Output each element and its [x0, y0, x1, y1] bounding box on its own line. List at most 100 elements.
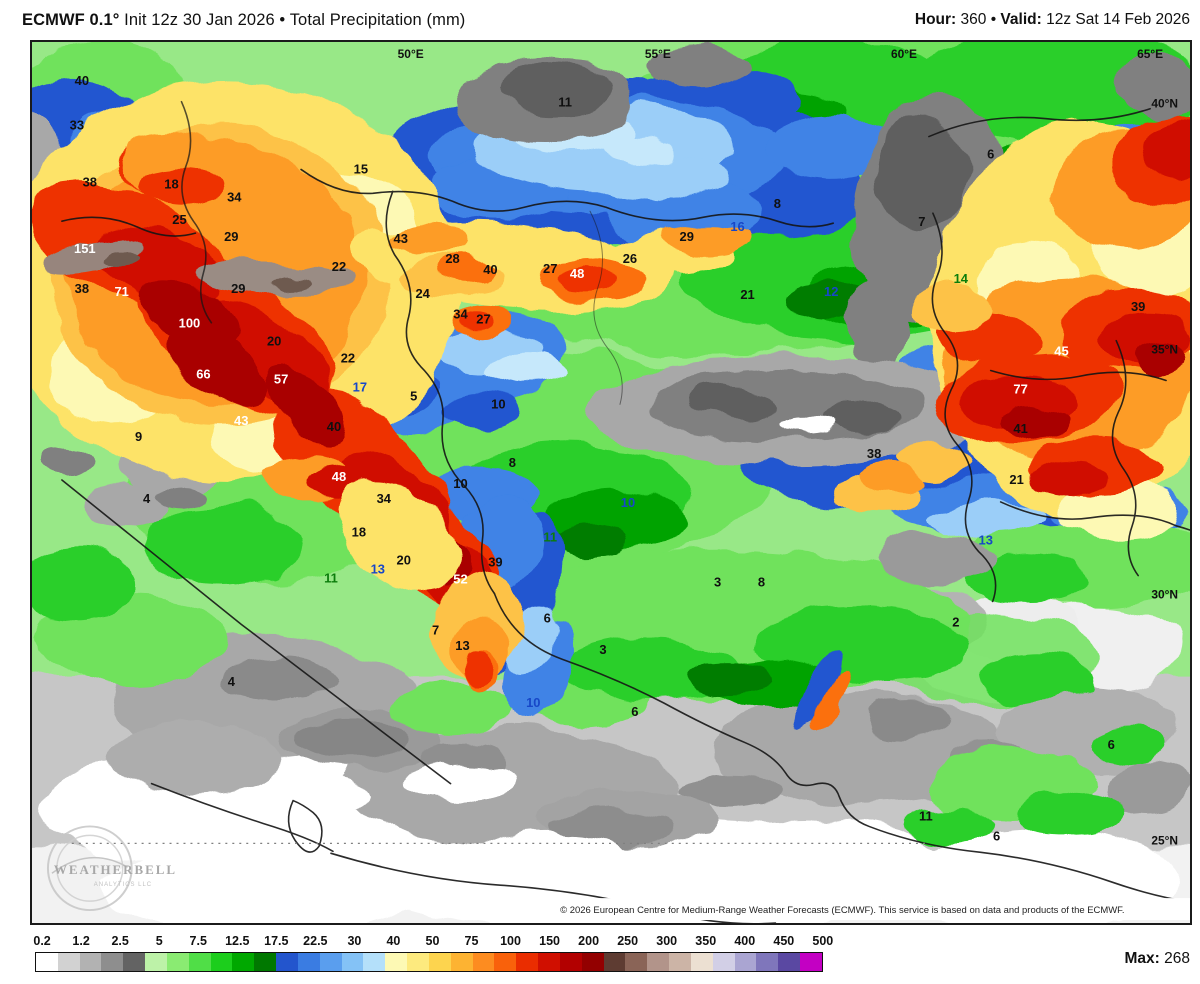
map-value-label: 34	[377, 491, 392, 506]
legend-tick: 500	[812, 934, 834, 948]
legend-color-segment	[581, 953, 604, 971]
map-value-label: 8	[774, 196, 781, 211]
legend-color-segment	[690, 953, 713, 971]
latitude-labels: 40°N 35°N 30°N 25°N	[1151, 97, 1178, 848]
logo-brand: WEATHERBELL	[54, 862, 177, 877]
legend-tick-labels: 0.2 1.2 2.5 5 7.5 12.5 17.5 22.5 30 40 50 75 100 150 2…	[33, 934, 833, 952]
legend-tick: 2.5	[111, 934, 129, 948]
legend-tick: 17.5	[264, 934, 289, 948]
legend-colorbar	[35, 952, 823, 972]
map-value-label: 11	[558, 95, 572, 110]
map-value-label: 8	[509, 455, 516, 470]
legend-color-segment	[341, 953, 364, 971]
title-detail: Init 12z 30 Jan 2026 • Total Precipitati…	[119, 10, 466, 29]
legend-color-segment	[188, 953, 211, 971]
legend-color-segment	[145, 953, 167, 971]
map-value-label: 45	[1054, 344, 1068, 359]
map-value-label: 41	[1013, 421, 1027, 436]
map-value-label: 10	[526, 695, 540, 710]
coordinate-label: 55°E	[645, 47, 671, 61]
precip-map-svg: 50°E 55°E 60°E 65°E 40°N35°N30°N25°N 40 3 3 38…	[32, 42, 1190, 923]
longitude-labels: 50°E 55°E 60°E 65°E	[398, 47, 1164, 61]
legend-color-segment	[625, 953, 648, 971]
legend-color-segment	[559, 953, 582, 971]
legend-tick: 150	[539, 934, 561, 948]
map-value-label: 3	[599, 642, 606, 657]
legend-bar-wrap: 0.2 1.2 2.5 5 7.5 12.5 17.5 22.5 30 40 50 75 100 150 2…	[33, 934, 833, 972]
legend-tick: 400	[734, 934, 756, 948]
map-value-label: 16	[730, 219, 744, 234]
legend-tick: 250	[617, 934, 639, 948]
map-value-label: 17	[353, 379, 367, 394]
map-value-label: 43	[234, 413, 248, 428]
legend-tick: 100	[500, 934, 521, 948]
model-name: ECMWF 0.1°	[22, 10, 120, 29]
legend-color-segment	[166, 953, 189, 971]
map-value-label: 4	[143, 491, 151, 506]
legend-color-segment	[538, 953, 560, 971]
logo-sub: ANALYTICS LLC	[94, 882, 152, 888]
map-value-label: 6	[1108, 737, 1115, 752]
legend-tick: 200	[578, 934, 600, 948]
map-value-label: 3	[714, 575, 721, 590]
map-value-label: 21	[740, 287, 754, 302]
hour-value: 360	[956, 11, 991, 28]
map-value-label: 11	[324, 571, 338, 586]
map-value-label: 39	[488, 555, 502, 570]
map-value-label: 22	[341, 351, 355, 366]
country-borders	[61, 100, 1190, 923]
legend-color-segment	[712, 953, 735, 971]
coordinate-label: 65°E	[1137, 47, 1163, 61]
legend-tick: 5	[155, 934, 163, 948]
header-bar: ECMWF 0.1° Init 12z 30 Jan 2026 • Total …	[0, 0, 1200, 40]
valid-time: Hour: 360 • Valid: 12z Sat 14 Feb 2026	[915, 11, 1190, 29]
map-value-label: 6	[987, 146, 994, 161]
legend-tick: 0.2	[33, 934, 51, 948]
map-value-label: 38	[867, 446, 881, 461]
map-value-label: 18	[352, 525, 366, 540]
map-value-label: 52	[453, 572, 467, 587]
map-value-label: 40	[483, 262, 497, 277]
legend-color-segment	[254, 953, 277, 971]
copyright-strip: © 2026 European Centre for Medium-Range …	[550, 898, 1190, 921]
legend-color-segment	[232, 953, 255, 971]
map-value-label: 151	[74, 241, 96, 256]
map-value-label: 11	[919, 808, 933, 823]
legend-color-segment	[799, 953, 822, 971]
legend-color-segment	[472, 953, 495, 971]
precip-map: 50°E 55°E 60°E 65°E 40°N 35°N 30°N 25°N 40 3 3 38…	[30, 40, 1192, 925]
map-value-label: 40	[75, 73, 89, 88]
legend-tick: 12.5	[225, 934, 250, 948]
map-value-label: 34	[227, 189, 242, 204]
map-value-label: 29	[231, 281, 245, 296]
legend-tick: 7.5	[189, 934, 207, 948]
map-title: ECMWF 0.1° Init 12z 30 Jan 2026 • Total …	[22, 11, 465, 30]
map-value-label: 10	[453, 476, 467, 491]
map-value-label: 71	[114, 284, 128, 299]
weatherbell-logo: WEATHERBELL ANALYTICS LLC	[46, 825, 177, 912]
coordinate-label: 25°N	[1151, 833, 1178, 847]
map-value-label: 10	[491, 396, 505, 411]
legend-tick: 50	[425, 934, 440, 948]
legend-tick: 450	[773, 934, 795, 948]
map-value-label: 24	[415, 286, 430, 301]
map-value-label: 2	[952, 614, 959, 629]
map-value-label: 25	[172, 212, 186, 227]
legend-color-segment	[756, 953, 779, 971]
legend: 0.2 1.2 2.5 5 7.5 12.5 17.5 22.5 30 40 50 75 100 150 2…	[0, 934, 1200, 984]
map-value-label: 43	[394, 231, 408, 246]
legend-tick: 300	[656, 934, 678, 948]
map-value-label: 21	[1009, 472, 1023, 487]
map-value-label: 13	[979, 533, 993, 548]
legend-color-segment	[297, 953, 320, 971]
map-value-label: 6	[631, 704, 638, 719]
legend-color-segment	[407, 953, 429, 971]
map-value-label: 11	[543, 530, 557, 545]
map-value-label: 10	[621, 495, 635, 510]
map-value-label: 6	[544, 610, 551, 625]
legend-color-segment	[363, 953, 386, 971]
map-value-label: 20	[397, 553, 411, 568]
map-value-label: 15	[354, 161, 368, 176]
legend-tick: 30	[347, 934, 362, 948]
